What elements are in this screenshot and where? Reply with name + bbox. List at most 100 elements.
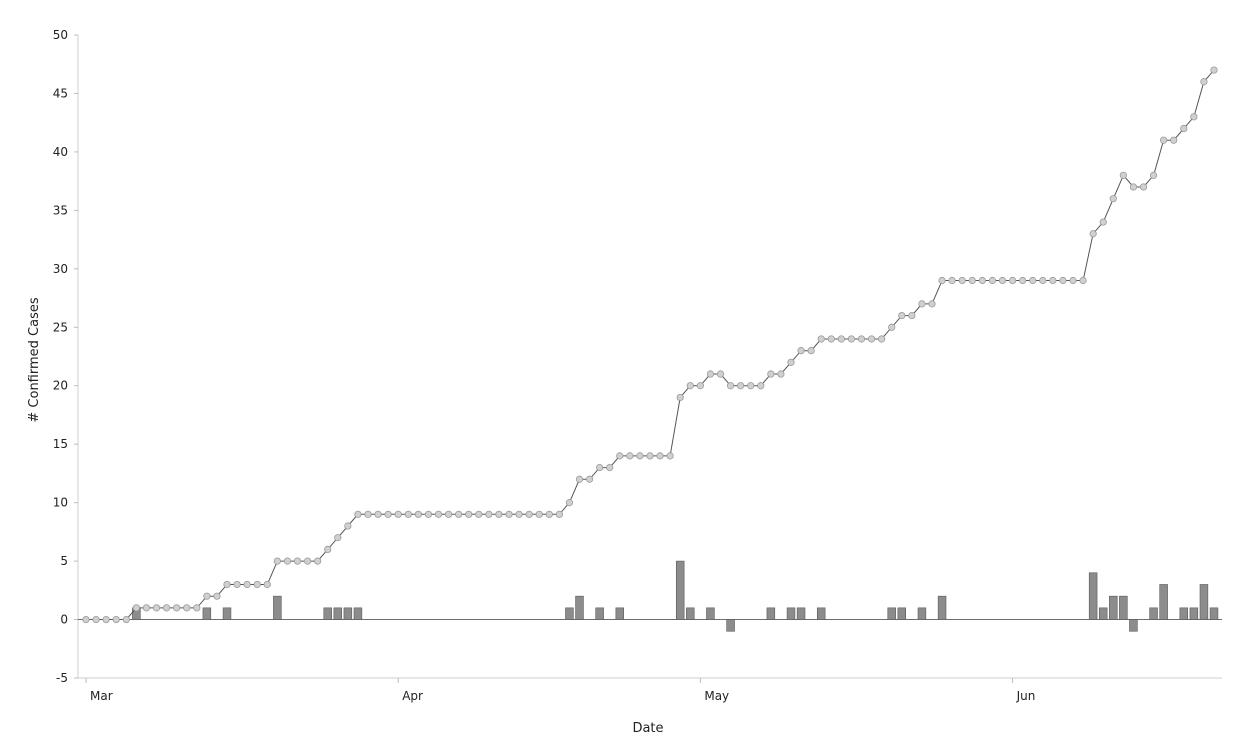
daily-bar [1149, 607, 1158, 620]
y-tick-label: 40 [53, 145, 68, 159]
y-tick-label: 30 [53, 262, 68, 276]
daily-bar [675, 560, 685, 620]
cumulative-point [817, 335, 825, 343]
cumulative-point [565, 499, 574, 507]
x-tick-label: May [704, 689, 729, 703]
cumulative-point [616, 452, 624, 460]
cumulative-point [162, 604, 171, 612]
cumulative-point [273, 557, 281, 565]
cumulative-point [314, 557, 322, 565]
cumulative-point [968, 276, 976, 285]
cumulative-point [1109, 195, 1117, 203]
cumulative-point [444, 510, 453, 518]
x-tick-label: Jun [1016, 689, 1036, 703]
plot-area: -5 0 5 10 15 20 25 30 35 40 45 50 Mar Apr May Jun [53, 28, 1222, 703]
cumulative-point [938, 276, 946, 285]
cumulative-point [737, 382, 745, 390]
cumulative-point [757, 382, 765, 390]
daily-bar [333, 607, 343, 620]
daily-bar [816, 607, 826, 620]
cumulative-point [1129, 183, 1138, 191]
cumulative-point [596, 463, 604, 472]
cumulative-point [1180, 124, 1188, 133]
daily-bar [706, 607, 715, 620]
cumulative-point [666, 452, 674, 460]
daily-bar [1098, 607, 1108, 620]
daily-bar [1159, 584, 1168, 620]
cumulative-point [918, 300, 926, 308]
cumulative-point [354, 510, 362, 518]
cumulative-point [1029, 276, 1037, 285]
cumulative-point [525, 510, 533, 518]
daily-bar [766, 607, 776, 620]
cumulative-point [515, 510, 523, 518]
cumulative-point [978, 276, 986, 285]
cumulative-point [867, 335, 876, 343]
cumulative-point [575, 475, 584, 483]
cumulative-point [958, 276, 966, 285]
daily-bar [1209, 607, 1219, 620]
cumulative-point [555, 510, 563, 518]
daily-bar [1179, 607, 1189, 620]
cumulative-point [293, 557, 302, 565]
cumulative-point [1190, 113, 1198, 121]
y-tick-label: 5 [60, 554, 68, 568]
cumulative-point [465, 510, 473, 518]
cumulative-point [213, 592, 221, 600]
cumulative-point [807, 347, 815, 355]
cumulative-point [344, 522, 352, 530]
daily-bar [343, 607, 353, 620]
cumulative-point [676, 393, 684, 402]
cumulative-point [1008, 276, 1017, 285]
y-tick-label: 50 [53, 28, 68, 42]
daily-bar [565, 607, 574, 620]
daily-bar [786, 607, 796, 620]
cumulative-point [455, 510, 463, 518]
cumulative-point [898, 311, 906, 320]
cumulative-point [374, 510, 382, 518]
cumulative-point [646, 452, 654, 460]
cumulative-point [928, 300, 936, 308]
cumulative-point [747, 382, 755, 390]
daily-bar [796, 607, 806, 620]
cumulative-point [263, 580, 271, 589]
daily-bar [323, 607, 332, 620]
daily-bar [1119, 595, 1128, 620]
cumulative-point [1160, 136, 1168, 144]
cumulative-point [424, 510, 433, 518]
x-axis-title: Date [632, 721, 663, 735]
cumulative-point [394, 510, 402, 518]
cumulative-point [223, 580, 231, 589]
cumulative-point [122, 615, 130, 624]
cumulative-point [636, 452, 644, 460]
cumulative-point [505, 510, 513, 518]
cumulative-point [233, 580, 241, 589]
cumulative-point [303, 557, 312, 565]
cumulative-point [203, 592, 211, 600]
cumulative-point [888, 323, 896, 331]
cumulative-point [767, 370, 775, 378]
daily-bar [937, 595, 947, 620]
cumulative-point [1200, 78, 1208, 86]
cumulative-point [878, 335, 886, 343]
daily-bar [1129, 619, 1138, 632]
daily-bar [353, 607, 363, 620]
cumulative-point [696, 382, 704, 390]
daily-bar [273, 595, 282, 620]
cumulative-point [1149, 171, 1158, 179]
cumulative-point [183, 604, 191, 612]
y-tick-label: 15 [53, 437, 68, 451]
cumulative-point [102, 615, 110, 624]
cumulative-point [485, 510, 493, 518]
cumulative-point [716, 370, 725, 378]
cumulative-point [495, 510, 503, 518]
cumulative-point [545, 510, 553, 518]
cumulative-point [434, 510, 443, 518]
cumulative-point [475, 510, 483, 518]
cumulative-point [404, 510, 412, 518]
daily-bar [575, 595, 584, 620]
cumulative-point [1079, 276, 1087, 285]
cumulative-point [414, 510, 422, 518]
daily-bar [1109, 595, 1118, 620]
